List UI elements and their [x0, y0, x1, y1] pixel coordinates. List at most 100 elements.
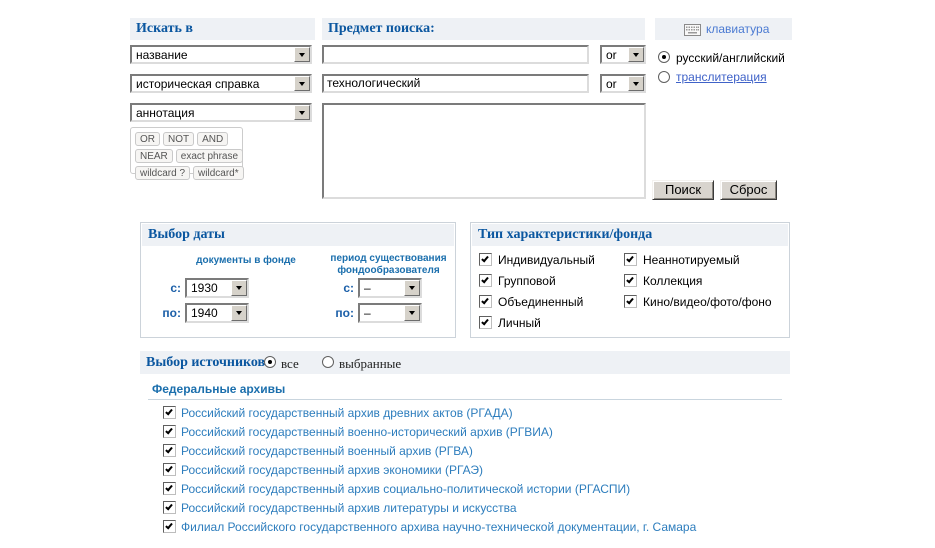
search-in-select-3[interactable]: аннотация	[130, 103, 312, 122]
federal-archives-heading: Федеральные архивы	[148, 379, 782, 400]
docs-to-select[interactable]: 1940	[185, 303, 249, 323]
subject-header-band: Предмет поиска:	[322, 18, 645, 40]
archive-label-6[interactable]: Российский государственный архив литерат…	[181, 501, 517, 515]
sources-title: Выбор источников:	[146, 355, 270, 370]
unannotated-checkbox[interactable]	[624, 253, 637, 266]
archive-label-2[interactable]: Российский государственный военно-истори…	[181, 425, 553, 439]
select-value: историческая справка	[136, 76, 260, 91]
personal-checkbox[interactable]	[479, 316, 492, 329]
personal-label: Личный	[498, 316, 541, 330]
query-input-1[interactable]	[322, 45, 589, 64]
united-label: Объединенный	[498, 295, 584, 309]
group-label: Групповой	[498, 274, 556, 288]
docs-to-label: по:	[162, 306, 181, 320]
collection-label: Коллекция	[643, 274, 703, 288]
archive-checkbox-2[interactable]	[163, 425, 176, 438]
archive-checkbox-5[interactable]	[163, 482, 176, 495]
select-value: 1940	[191, 306, 218, 320]
group-checkbox[interactable]	[479, 274, 492, 287]
russian-english-label: русский/английский	[676, 51, 785, 65]
docs-in-fund-label: документы в фонде	[196, 255, 296, 266]
query-textarea[interactable]	[322, 103, 646, 199]
creator-from-select[interactable]: –	[358, 278, 422, 298]
select-value: or	[606, 47, 617, 62]
search-in-title: Искать в	[136, 21, 193, 36]
chevron-down-icon	[628, 47, 644, 62]
chevron-down-icon	[294, 76, 310, 91]
archive-checkbox-6[interactable]	[163, 501, 176, 514]
or-operator-button[interactable]: OR	[135, 132, 160, 146]
chevron-down-icon	[231, 305, 247, 321]
archive-label-1[interactable]: Российский государственный архив древних…	[181, 406, 513, 420]
search-button[interactable]: Поиск	[652, 180, 714, 200]
chevron-down-icon	[294, 105, 310, 120]
archive-label-4[interactable]: Российский государственный архив экономи…	[181, 463, 484, 477]
select-value: 1930	[191, 281, 218, 295]
media-checkbox[interactable]	[624, 295, 637, 308]
archive-checkbox-7[interactable]	[163, 520, 176, 533]
fund-type-title: Тип характеристики/фонда	[478, 227, 653, 242]
archive-label-7[interactable]: Филиал Российского государственного архи…	[181, 520, 697, 534]
creator-period-label: период существования фондообразователя	[326, 253, 451, 277]
wildcard-star-button[interactable]: wildcard*	[193, 166, 244, 180]
select-value: название	[136, 47, 188, 62]
archive-checkbox-3[interactable]	[163, 444, 176, 457]
keyboard-icon[interactable]	[684, 23, 701, 41]
select-value: –	[364, 306, 371, 320]
collection-checkbox[interactable]	[624, 274, 637, 287]
individual-checkbox[interactable]	[479, 253, 492, 266]
docs-from-label: с:	[170, 281, 181, 295]
select-value: –	[364, 281, 371, 295]
date-filter-panel: Выбор даты документы в фонде период суще…	[140, 222, 456, 338]
creator-from-label: с:	[343, 281, 354, 295]
archive-checkbox-4[interactable]	[163, 463, 176, 476]
russian-english-radio[interactable]	[658, 51, 670, 63]
chevron-down-icon	[404, 280, 420, 296]
wildcard-question-button[interactable]: wildcard ?	[135, 166, 191, 180]
keyboard-link[interactable]: клавиатура	[706, 22, 770, 36]
date-filter-header-band: Выбор даты	[142, 224, 454, 246]
transliteration-link[interactable]: транслитерация	[676, 70, 767, 84]
chevron-down-icon	[294, 47, 310, 62]
search-in-select-2[interactable]: историческая справка	[130, 74, 312, 93]
reset-button[interactable]: Сброс	[720, 180, 777, 200]
search-in-select-1[interactable]: название	[130, 45, 312, 64]
unannotated-label: Неаннотируемый	[643, 253, 740, 267]
chevron-down-icon	[628, 76, 644, 91]
fund-type-panel: Тип характеристики/фонда Индивидуальный …	[470, 222, 790, 338]
creator-to-select[interactable]: –	[358, 303, 422, 323]
sources-selected-radio[interactable]	[322, 356, 334, 368]
creator-period-line2: фондообразователя	[337, 265, 440, 276]
sources-all-radio[interactable]	[264, 356, 276, 368]
and-operator-button[interactable]: AND	[197, 132, 229, 146]
keyboard-band: клавиатура	[655, 18, 792, 40]
archive-label-3[interactable]: Российский государственный военный архив…	[181, 444, 473, 458]
date-filter-title: Выбор даты	[148, 227, 225, 242]
not-operator-button[interactable]: NOT	[163, 132, 195, 146]
creator-to-label: по:	[335, 306, 354, 320]
sources-all-label: все	[281, 356, 299, 371]
chevron-down-icon	[231, 280, 247, 296]
media-label: Кино/видео/фото/фоно	[643, 295, 772, 309]
near-operator-button[interactable]: NEAR	[135, 149, 173, 163]
archive-label-5[interactable]: Российский государственный архив социаль…	[181, 482, 631, 496]
operator-select-2[interactable]: or	[600, 74, 646, 93]
sources-selected-label: выбранные	[339, 356, 402, 371]
individual-label: Индивидуальный	[498, 253, 595, 267]
exact-phrase-button[interactable]: exact phrase	[175, 149, 244, 163]
transliteration-radio[interactable]	[658, 71, 670, 83]
docs-from-select[interactable]: 1930	[185, 278, 249, 298]
select-value: аннотация	[136, 105, 195, 120]
united-checkbox[interactable]	[479, 295, 492, 308]
sources-header-band: Выбор источников:	[140, 351, 790, 374]
subject-title: Предмет поиска:	[328, 21, 435, 36]
query-input-2[interactable]: технологический	[322, 74, 589, 93]
operator-buttons-box: OR NOT AND NEAR exact phrase wildcard ? …	[130, 127, 244, 180]
archive-checkbox-1[interactable]	[163, 406, 176, 419]
operator-select-1[interactable]: or	[600, 45, 646, 64]
creator-period-line1: период существования	[330, 253, 447, 264]
chevron-down-icon	[404, 305, 420, 321]
fund-type-header-band: Тип характеристики/фонда	[472, 224, 788, 246]
search-in-header-band: Искать в	[130, 18, 315, 40]
